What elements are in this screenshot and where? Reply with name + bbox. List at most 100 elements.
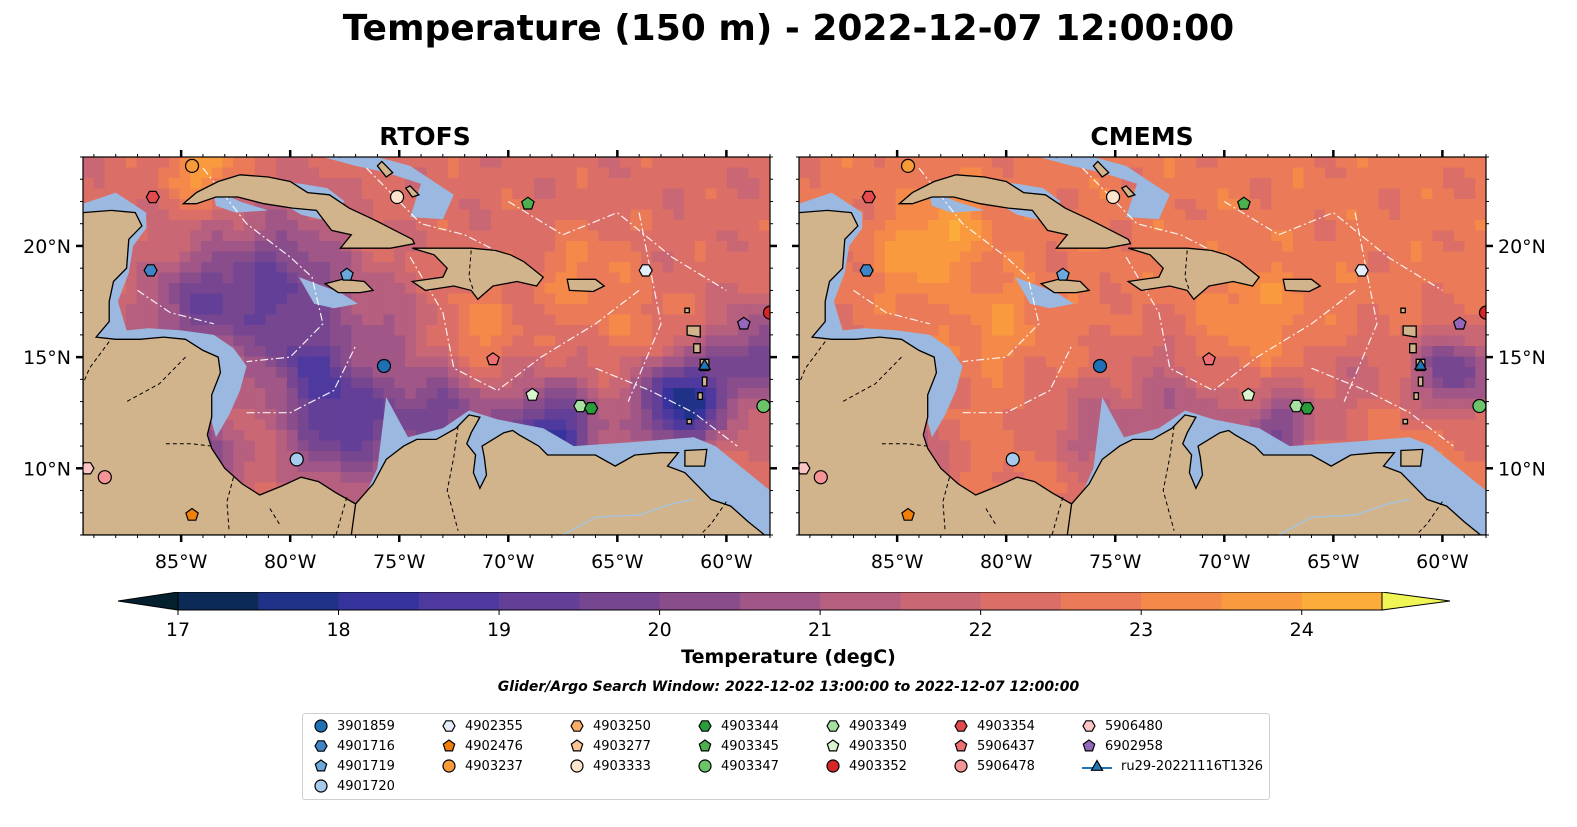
hexagon-marker-icon [826, 720, 840, 732]
colorbar-extend-max [1381, 592, 1451, 611]
legend-item: 4903250 [569, 716, 651, 736]
page-title: Temperature (150 m) - 2022-12-07 12:00:0… [342, 8, 1235, 49]
land-areas [83, 157, 770, 535]
colorbar-bin [1221, 592, 1303, 610]
legend-label: 4903250 [593, 718, 651, 734]
pentagon-marker-icon [570, 739, 584, 752]
colorbar-bin [820, 592, 901, 610]
platform-marker [1236, 196, 1251, 210]
x-tick-label: 60°W [1416, 551, 1469, 573]
platform-marker [1241, 387, 1256, 401]
platform-marker [584, 402, 599, 415]
x-tick-label: 60°W [700, 551, 753, 573]
legend-item: 6902958 [1081, 736, 1163, 756]
eez-boundaries [853, 167, 1454, 447]
legend-item: 3901859 [313, 716, 395, 736]
pentagon-marker [698, 739, 712, 752]
platform-marker [1300, 402, 1315, 415]
pentagon-marker-icon [314, 759, 328, 772]
colorbar-tick-label: 18 [326, 619, 350, 641]
colorbar-bin [418, 592, 500, 610]
country-borders [83, 250, 727, 535]
legend-label: 4901716 [337, 738, 395, 754]
hexagon-marker-icon [954, 720, 968, 732]
y-tick-label: 10°N [1498, 458, 1546, 480]
hexagon-marker [698, 720, 712, 732]
map-figure: 85°W 80°W 75°W 70°W 65°W 60°W 10°N 15°N 20°N 85°… [23, 150, 1546, 573]
pentagon-marker [314, 759, 328, 772]
platform-marker [1202, 352, 1216, 366]
colorbar-tick-label: 20 [648, 619, 672, 641]
hexagon-marker-icon [570, 720, 584, 732]
legend-label: 6902958 [1105, 738, 1163, 754]
colorbar-bin [1060, 592, 1142, 610]
legend-item: 4903277 [569, 736, 651, 756]
rtofs-map-panel: 85°W 80°W 75°W 70°W 65°W 60°W 10°N 15°N 20°N [23, 150, 777, 573]
colorbar-bin [1141, 592, 1222, 610]
legend-label: 5906437 [977, 738, 1035, 754]
legend-item: 4903349 [825, 716, 907, 736]
x-tick-label: 70°W [1198, 551, 1251, 573]
platform-marker [97, 470, 112, 485]
panel-title-rtofs: RTOFS [379, 122, 471, 151]
legend-label: 4903333 [593, 758, 651, 774]
x-tick-label: 75°W [1089, 551, 1142, 573]
colorbar-extend-min [117, 592, 179, 611]
map-frame [798, 156, 1487, 536]
cmems-map-panel: 85°W 80°W 75°W 70°W 65°W 60°W 10°N 15°N 20°N [792, 150, 1546, 573]
colorbar-tick-label: 17 [166, 619, 190, 641]
circle-marker [954, 759, 968, 773]
y-tick-label: 10°N [23, 458, 71, 480]
x-tick-label: 65°W [591, 551, 644, 573]
pentagon-marker-icon [826, 739, 840, 752]
x-tick-label: 85°W [155, 551, 208, 573]
circle-marker [314, 719, 328, 733]
platform-marker [1289, 399, 1304, 413]
river-line [1278, 498, 1410, 535]
platform-marker [1055, 267, 1070, 281]
legend-item: 4903345 [697, 736, 779, 756]
hexagon-marker-icon [314, 740, 328, 752]
legend-item: 4903350 [825, 736, 907, 756]
circle-marker-icon [954, 759, 968, 773]
circle-marker-icon [826, 759, 840, 773]
platform-marker [185, 507, 199, 521]
colorbar-tick-label: 24 [1290, 619, 1314, 641]
legend-item: 4903354 [953, 716, 1035, 736]
platform-marker [184, 158, 200, 173]
y-tick-label: 15°N [1498, 347, 1546, 369]
colorbar-frame [177, 592, 1383, 611]
platform-marker [389, 189, 405, 205]
hexagon-marker [826, 720, 840, 732]
platform-marker [799, 462, 811, 475]
pentagon-marker [1082, 739, 1096, 752]
pentagon-marker-icon [442, 739, 456, 752]
pentagon-marker [442, 739, 456, 752]
platform-marker [1472, 398, 1486, 414]
colorbar-bin [499, 592, 580, 610]
triangle-line-marker-icon [1082, 759, 1112, 771]
pentagon-marker [570, 739, 584, 752]
legend-item: 5906480 [1081, 716, 1163, 736]
platform-marker [525, 387, 540, 401]
legend-item: 4902355 [441, 716, 523, 736]
platform-marker [861, 190, 876, 204]
platform-marker [1354, 264, 1369, 277]
axis-ticks: 85°W 80°W 75°W 70°W 65°W 60°W 10°N 15°N 20°N [23, 150, 777, 573]
legend-item: 4901720 [313, 776, 395, 796]
colorbar-bin [980, 592, 1062, 610]
legend-label: 4902355 [465, 718, 523, 734]
hexagon-marker [442, 720, 456, 732]
y-tick-label: 15°N [23, 347, 71, 369]
colorbar-tick-label: 23 [1129, 619, 1153, 641]
circle-marker [698, 759, 712, 773]
river-line [562, 498, 694, 535]
legend-item: 4903344 [697, 716, 779, 736]
circle-marker [570, 759, 584, 773]
colorbar-bin [739, 592, 821, 610]
colorbar-tick-label: 19 [487, 619, 511, 641]
platform-marker [376, 358, 392, 374]
platform-marker [1005, 452, 1020, 467]
hexagon-marker [314, 740, 328, 752]
platform-marker [289, 452, 304, 467]
